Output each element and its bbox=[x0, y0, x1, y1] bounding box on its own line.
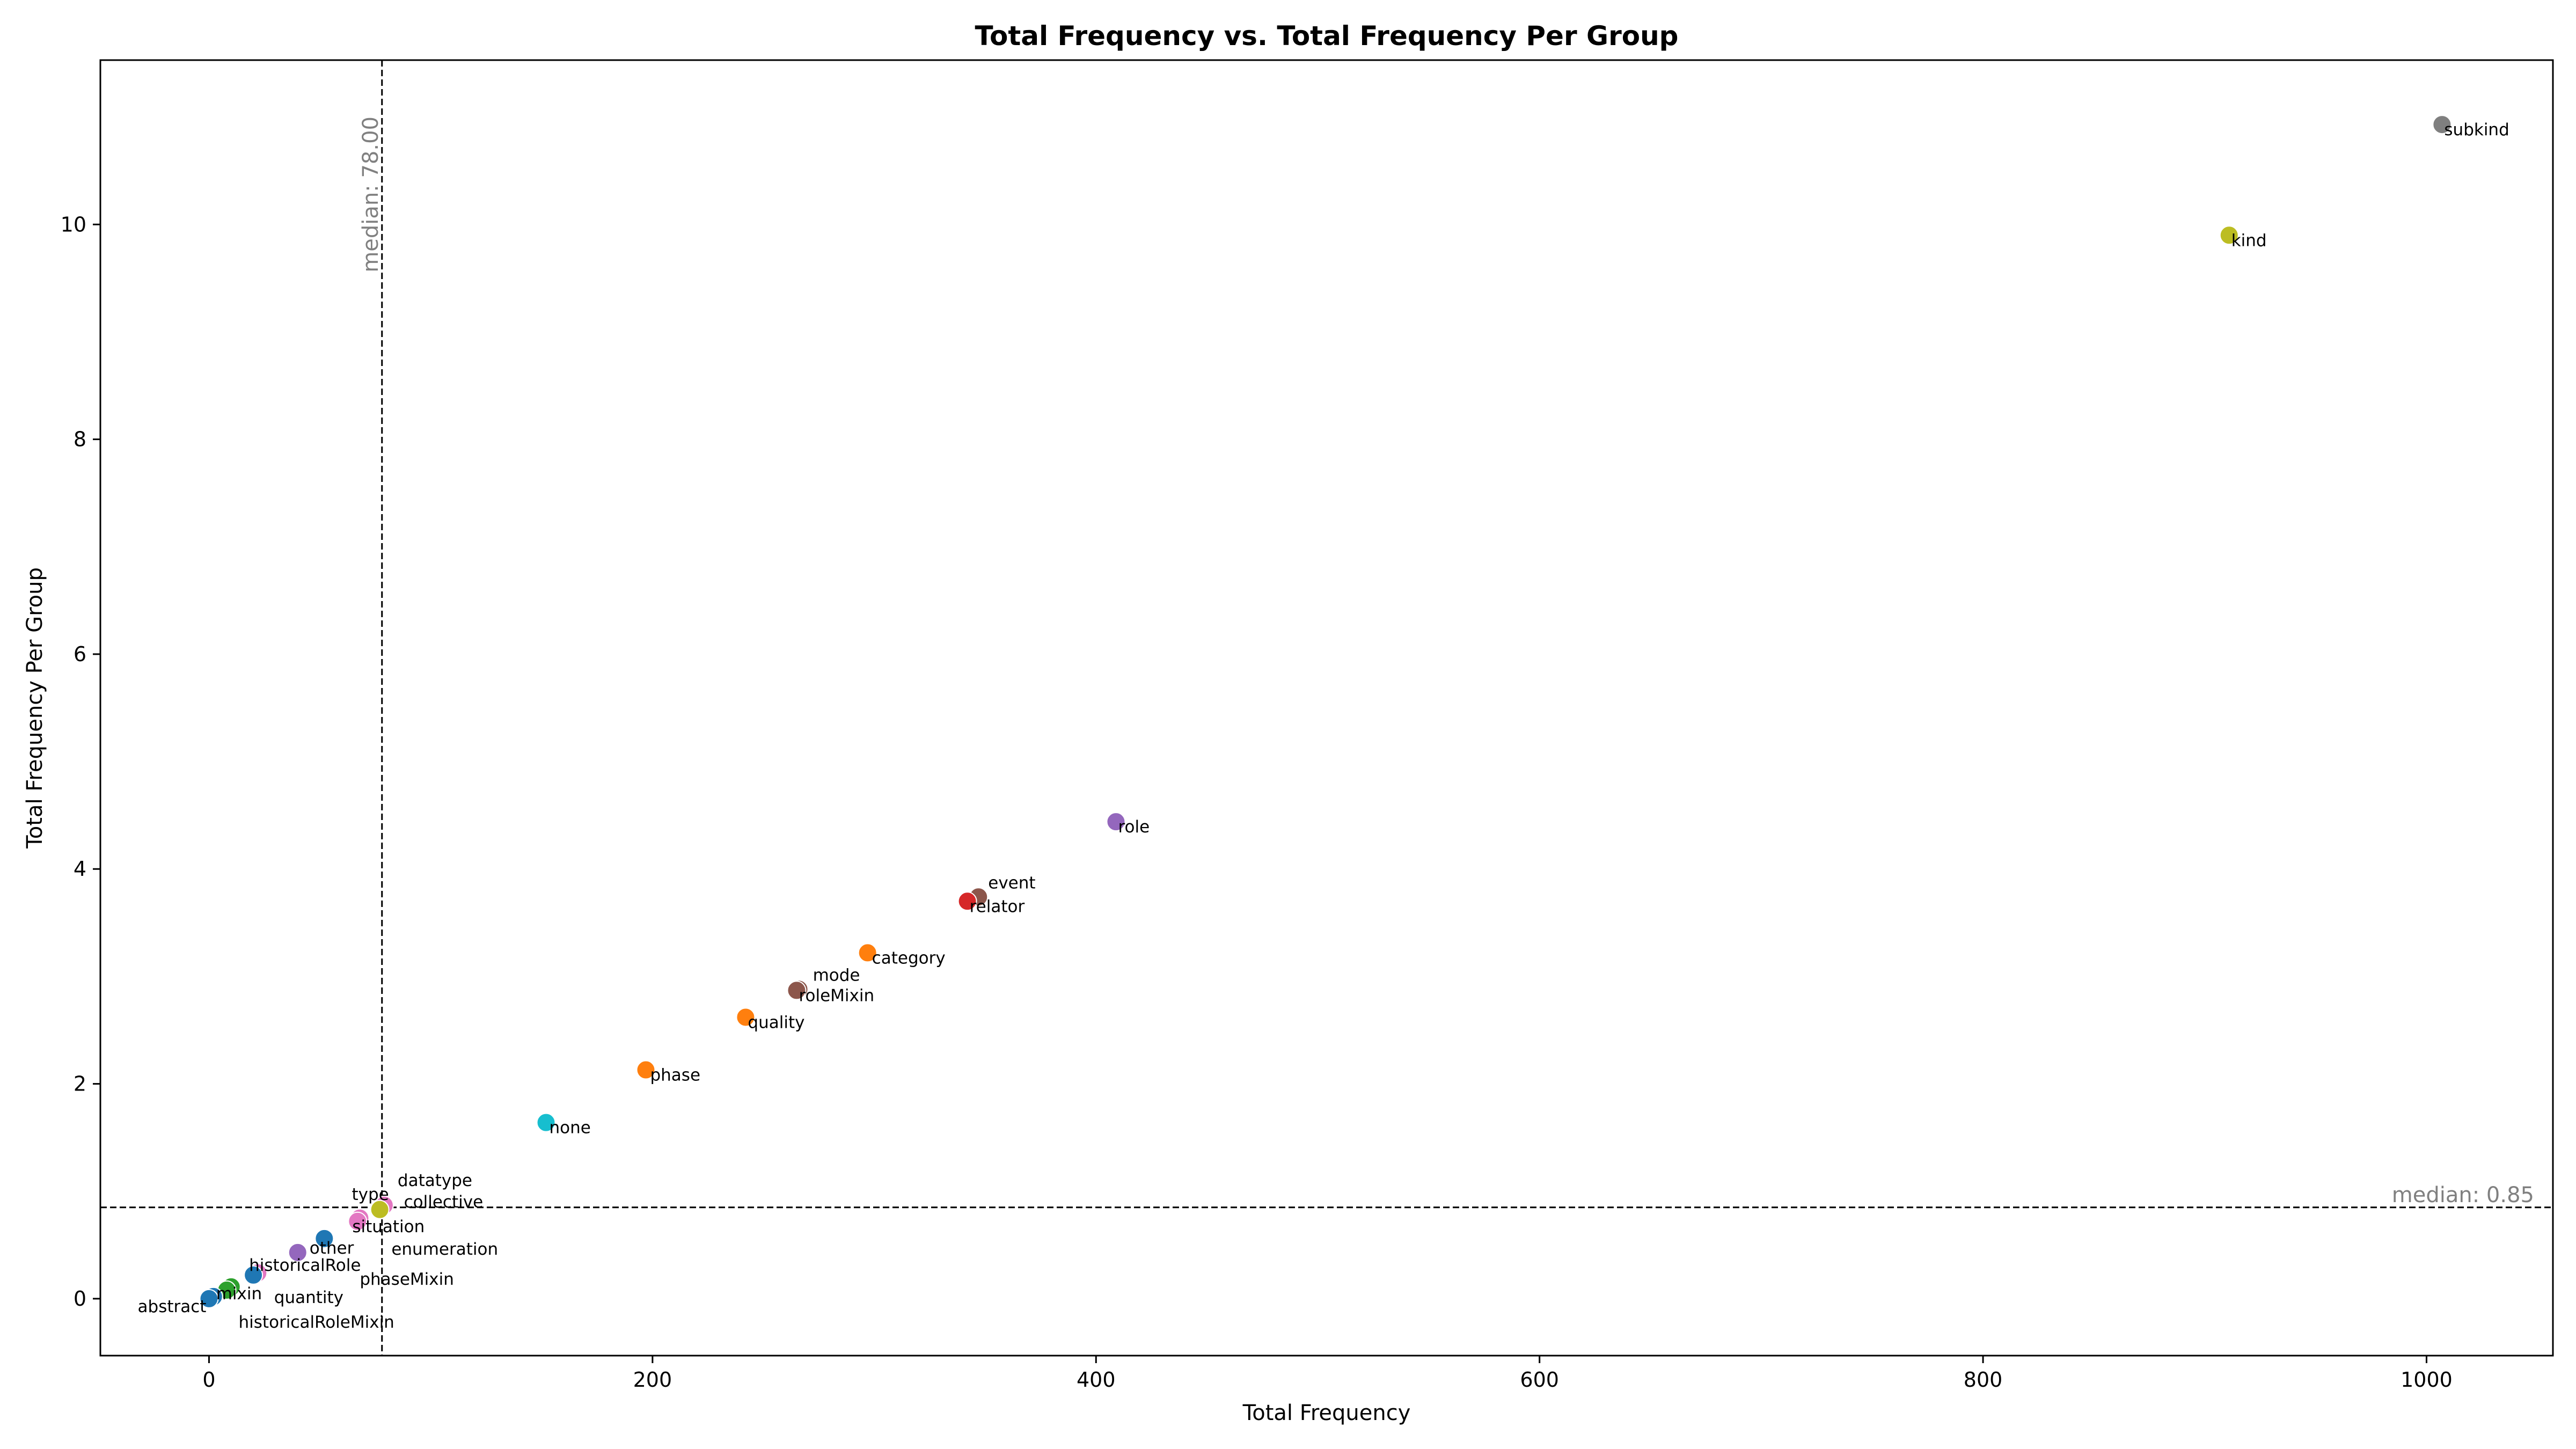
data-point-none bbox=[536, 1113, 556, 1132]
point-label-roleMixin: roleMixin bbox=[799, 986, 874, 1005]
y-tick-label: 4 bbox=[74, 857, 86, 881]
point-label-kind: kind bbox=[2231, 231, 2267, 250]
data-point-historicalRole bbox=[244, 1265, 264, 1285]
data-point-role bbox=[1106, 812, 1126, 832]
x-tick-label: 0 bbox=[202, 1368, 215, 1392]
plot-frame bbox=[99, 59, 2554, 1357]
x-tick-label: 600 bbox=[1520, 1368, 1559, 1392]
data-point-phase bbox=[636, 1060, 656, 1080]
y-axis-ticks: 0 2 4 6 8 10 bbox=[61, 213, 100, 1311]
point-label-event: event bbox=[988, 873, 1035, 892]
x-axis-label: Total Frequency bbox=[1242, 1401, 1411, 1425]
data-point-kind bbox=[2219, 225, 2239, 245]
median-y-label: median: 0.85 bbox=[2392, 1183, 2534, 1208]
point-label-role: role bbox=[1118, 817, 1150, 837]
point-label-phase: phase bbox=[650, 1066, 700, 1085]
data-point-situation bbox=[348, 1211, 368, 1231]
y-tick-label: 0 bbox=[74, 1287, 86, 1311]
point-label-situation: situation bbox=[352, 1217, 425, 1236]
data-point-abstract bbox=[199, 1289, 219, 1308]
median-lines: median: 78.00 median: 0.85 bbox=[100, 60, 2553, 1356]
point-label-phaseMixin: phaseMixin bbox=[360, 1270, 454, 1289]
point-label-mixin: mixin bbox=[216, 1284, 262, 1304]
point-label-mode: mode bbox=[813, 965, 860, 985]
point-label-historicalRoleMixin: historicalRoleMixin bbox=[239, 1313, 394, 1332]
x-axis-ticks: 0 200 400 600 800 1000 bbox=[202, 1356, 2453, 1392]
y-tick-label: 6 bbox=[74, 642, 86, 666]
data-point-relator bbox=[957, 891, 977, 911]
x-tick-label: 800 bbox=[1964, 1368, 2003, 1392]
point-label-subkind: subkind bbox=[2444, 120, 2509, 140]
point-label-abstract: abstract bbox=[138, 1297, 207, 1316]
data-point-roleMixin bbox=[787, 980, 807, 1000]
y-axis-label: Total Frequency Per Group bbox=[23, 567, 47, 849]
x-tick-label: 200 bbox=[633, 1368, 672, 1392]
data-point-other bbox=[288, 1242, 308, 1262]
point-label-enumeration: enumeration bbox=[391, 1240, 498, 1259]
data-point-enumeration bbox=[314, 1228, 334, 1248]
point-label-none: none bbox=[550, 1118, 591, 1138]
point-label-type: type bbox=[352, 1185, 389, 1204]
x-tick-label: 400 bbox=[1077, 1368, 1116, 1392]
point-label-datatype: datatype bbox=[398, 1171, 472, 1190]
point-label-category: category bbox=[872, 948, 946, 968]
data-point-subkind bbox=[2432, 115, 2452, 135]
median-x-label: median: 78.00 bbox=[358, 116, 383, 273]
point-label-quantity: quantity bbox=[274, 1288, 343, 1307]
y-tick-label: 2 bbox=[74, 1072, 86, 1096]
y-tick-label: 10 bbox=[61, 213, 86, 236]
data-point-quality bbox=[736, 1007, 756, 1027]
y-tick-label: 8 bbox=[74, 428, 86, 451]
point-label-collective: collective bbox=[404, 1192, 484, 1212]
point-label-relator: relator bbox=[970, 897, 1025, 916]
data-point-collective bbox=[370, 1199, 390, 1219]
point-label-other: other bbox=[310, 1239, 354, 1258]
point-label-historicalRole: historicalRole bbox=[249, 1256, 361, 1275]
data-points bbox=[199, 115, 2452, 1308]
chart-title: Total Frequency vs. Total Frequency Per … bbox=[975, 20, 1679, 52]
plot-area bbox=[100, 60, 2553, 1356]
point-label-quality: quality bbox=[748, 1013, 804, 1032]
data-point-category bbox=[858, 943, 877, 963]
point-labels: subkind kind role event relator category moder… bbox=[138, 120, 2509, 1332]
x-tick-label: 1000 bbox=[2401, 1368, 2453, 1392]
